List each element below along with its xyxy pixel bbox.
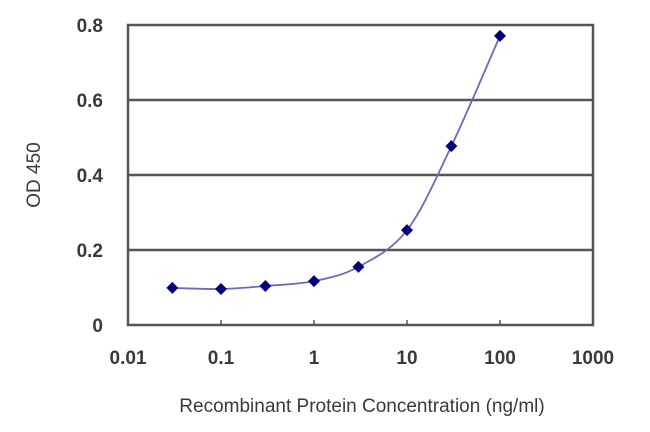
x-axis-title: Recombinant Protein Concentration (ng/ml… bbox=[179, 396, 544, 417]
data-point-marker bbox=[215, 283, 227, 295]
data-point-marker bbox=[352, 260, 365, 273]
y-tick-label: 0.2 bbox=[77, 241, 103, 262]
x-tick-label: 0.1 bbox=[208, 348, 235, 369]
x-axis-ticks: 0.01 0.1 1 10 100 1000 bbox=[110, 320, 614, 369]
plot-frame bbox=[126, 23, 595, 327]
data-point-marker bbox=[166, 281, 179, 294]
y-tick-label: 0.4 bbox=[77, 166, 104, 187]
x-tick-label: 1 bbox=[309, 348, 320, 369]
y-tick-label: 0.6 bbox=[77, 91, 103, 112]
data-point-marker bbox=[308, 275, 320, 288]
x-tick-label: 100 bbox=[484, 348, 516, 369]
data-markers bbox=[166, 29, 506, 295]
data-point-marker bbox=[494, 29, 506, 42]
x-tick-label: 0.01 bbox=[110, 348, 147, 369]
gridlines bbox=[128, 98, 593, 252]
y-axis-ticks: 0 0.2 0.4 0.6 0.8 bbox=[77, 16, 104, 337]
data-point-marker bbox=[401, 224, 413, 237]
data-point-marker bbox=[445, 140, 458, 153]
x-tick-label: 1000 bbox=[572, 348, 614, 369]
y-tick-label: 0 bbox=[92, 316, 103, 337]
data-point-marker bbox=[259, 280, 272, 292]
x-tick-label: 10 bbox=[396, 348, 417, 369]
y-tick-label: 0.8 bbox=[77, 16, 103, 37]
y-axis-title: OD 450 bbox=[24, 142, 45, 207]
